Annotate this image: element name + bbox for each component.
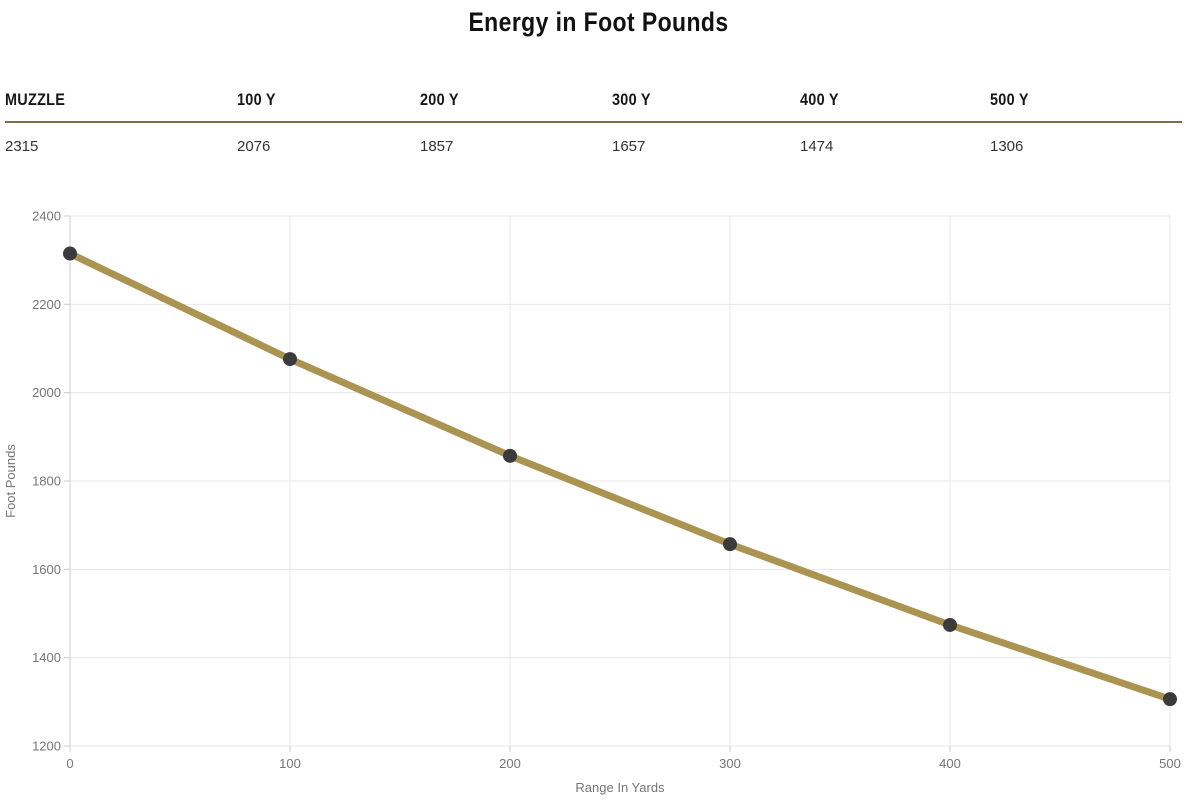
table-header-300y: 300 Y (612, 90, 651, 109)
data-point[interactable] (943, 617, 957, 632)
table-header-400y: 400 Y (800, 90, 839, 109)
table-value-500y: 1306 (990, 138, 1024, 155)
data-point[interactable] (503, 448, 517, 463)
table-header-100y: 100 Y (237, 90, 276, 109)
y-tick-label: 1200 (32, 739, 61, 754)
energy-chart: 1200 1400 1600 1800 2000 2200 2400 0 100 200 300 40… (0, 195, 1197, 807)
table-value-200y: 1857 (420, 138, 454, 155)
y-tick-label: 1800 (32, 474, 61, 489)
x-tick-label: 100 (279, 756, 301, 771)
page-title: Energy in Foot Pounds (468, 7, 729, 37)
y-tick-label: 1600 (32, 562, 61, 577)
x-tick-label: 400 (939, 756, 961, 771)
table-value-row: 2315 2076 1857 1657 1474 1306 (5, 123, 1182, 155)
data-point[interactable] (63, 246, 77, 261)
table-value-300y: 1657 (612, 138, 646, 155)
table-header-muzzle: MUZZLE (5, 90, 66, 109)
data-point[interactable] (283, 352, 297, 367)
table-value-100y: 2076 (237, 138, 271, 155)
y-axis-title: Foot Pounds (3, 444, 18, 518)
data-point[interactable] (723, 537, 737, 552)
x-tick-label: 500 (1159, 756, 1181, 771)
energy-chart-svg: 1200 1400 1600 1800 2000 2200 2400 0 100 200 300 40… (3, 209, 1181, 796)
y-tick-label: 1400 (32, 650, 61, 665)
y-tick-label: 2000 (32, 385, 61, 400)
y-tick-label: 2400 (32, 209, 61, 224)
table-header-row: MUZZLE 100 Y 200 Y 300 Y 400 Y 500 Y (5, 90, 1182, 123)
x-tick-label: 0 (66, 756, 73, 771)
y-tick-label: 2200 (32, 297, 61, 312)
table-header-500y: 500 Y (990, 90, 1029, 109)
x-axis-title: Range In Yards (575, 780, 665, 795)
energy-series-line (66, 250, 1174, 703)
data-point[interactable] (1163, 692, 1177, 707)
x-tick-label: 300 (719, 756, 741, 771)
table-value-muzzle: 2315 (5, 138, 39, 155)
table-header-200y: 200 Y (420, 90, 459, 109)
x-tick-label: 200 (499, 756, 521, 771)
table-value-400y: 1474 (800, 138, 834, 155)
energy-table: MUZZLE 100 Y 200 Y 300 Y 400 Y 500 Y 231… (5, 90, 1182, 155)
